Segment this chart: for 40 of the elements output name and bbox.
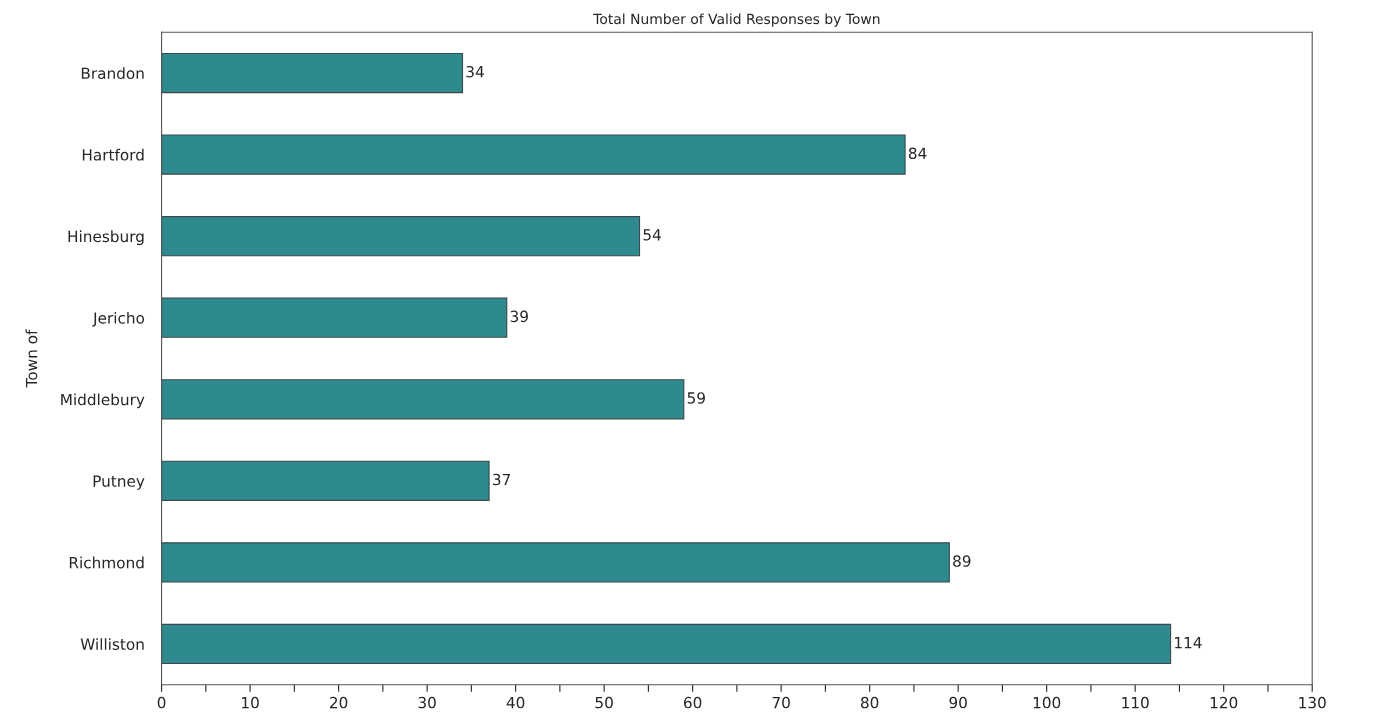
bar — [161, 216, 641, 257]
data-label: 34 — [466, 65, 484, 78]
y-tick-label: Richmond — [69, 556, 144, 569]
data-label: 39 — [510, 310, 528, 323]
bar — [161, 134, 906, 175]
x-tick-label: 90 — [949, 696, 967, 709]
bar — [161, 623, 1172, 665]
x-tick-label: 50 — [595, 696, 613, 709]
data-label: 89 — [953, 555, 971, 567]
y-tick-label: Hartford — [82, 148, 144, 161]
bar — [161, 460, 490, 501]
y-tick-label: Jericho — [92, 311, 145, 327]
data-label: 54 — [643, 229, 661, 241]
x-tick-label: 100 — [1033, 696, 1061, 709]
bar — [161, 52, 464, 94]
y-axis-title: Town of — [25, 329, 38, 388]
data-label: 37 — [493, 473, 510, 486]
x-tick-label: 60 — [683, 696, 702, 709]
x-tick-label: 120 — [1210, 696, 1238, 709]
chart-title: Total Number of Valid Responses by Town — [593, 13, 880, 27]
x-tick-label: 30 — [418, 696, 436, 709]
y-tick-label: Putney — [93, 475, 145, 490]
x-tick-label: 80 — [860, 696, 879, 709]
y-tick-label: Williston — [80, 638, 144, 650]
x-tick-label: 40 — [506, 696, 525, 709]
x-tick-label: 70 — [772, 696, 790, 709]
bar — [161, 297, 508, 338]
data-label: 84 — [908, 147, 927, 160]
data-label: 59 — [687, 392, 705, 404]
data-label: 114 — [1175, 637, 1202, 649]
bar — [161, 542, 950, 583]
y-tick-label: Hinesburg — [68, 230, 144, 246]
y-tick-label: Middlebury — [61, 393, 145, 409]
x-tick-label: 130 — [1299, 696, 1326, 709]
x-tick-label: 110 — [1122, 696, 1149, 709]
x-tick-label: 0 — [157, 696, 166, 709]
x-tick-label: 10 — [242, 696, 259, 709]
y-tick-label: Brandon — [81, 67, 144, 80]
bar — [161, 379, 685, 420]
x-tick-label: 20 — [330, 696, 348, 709]
